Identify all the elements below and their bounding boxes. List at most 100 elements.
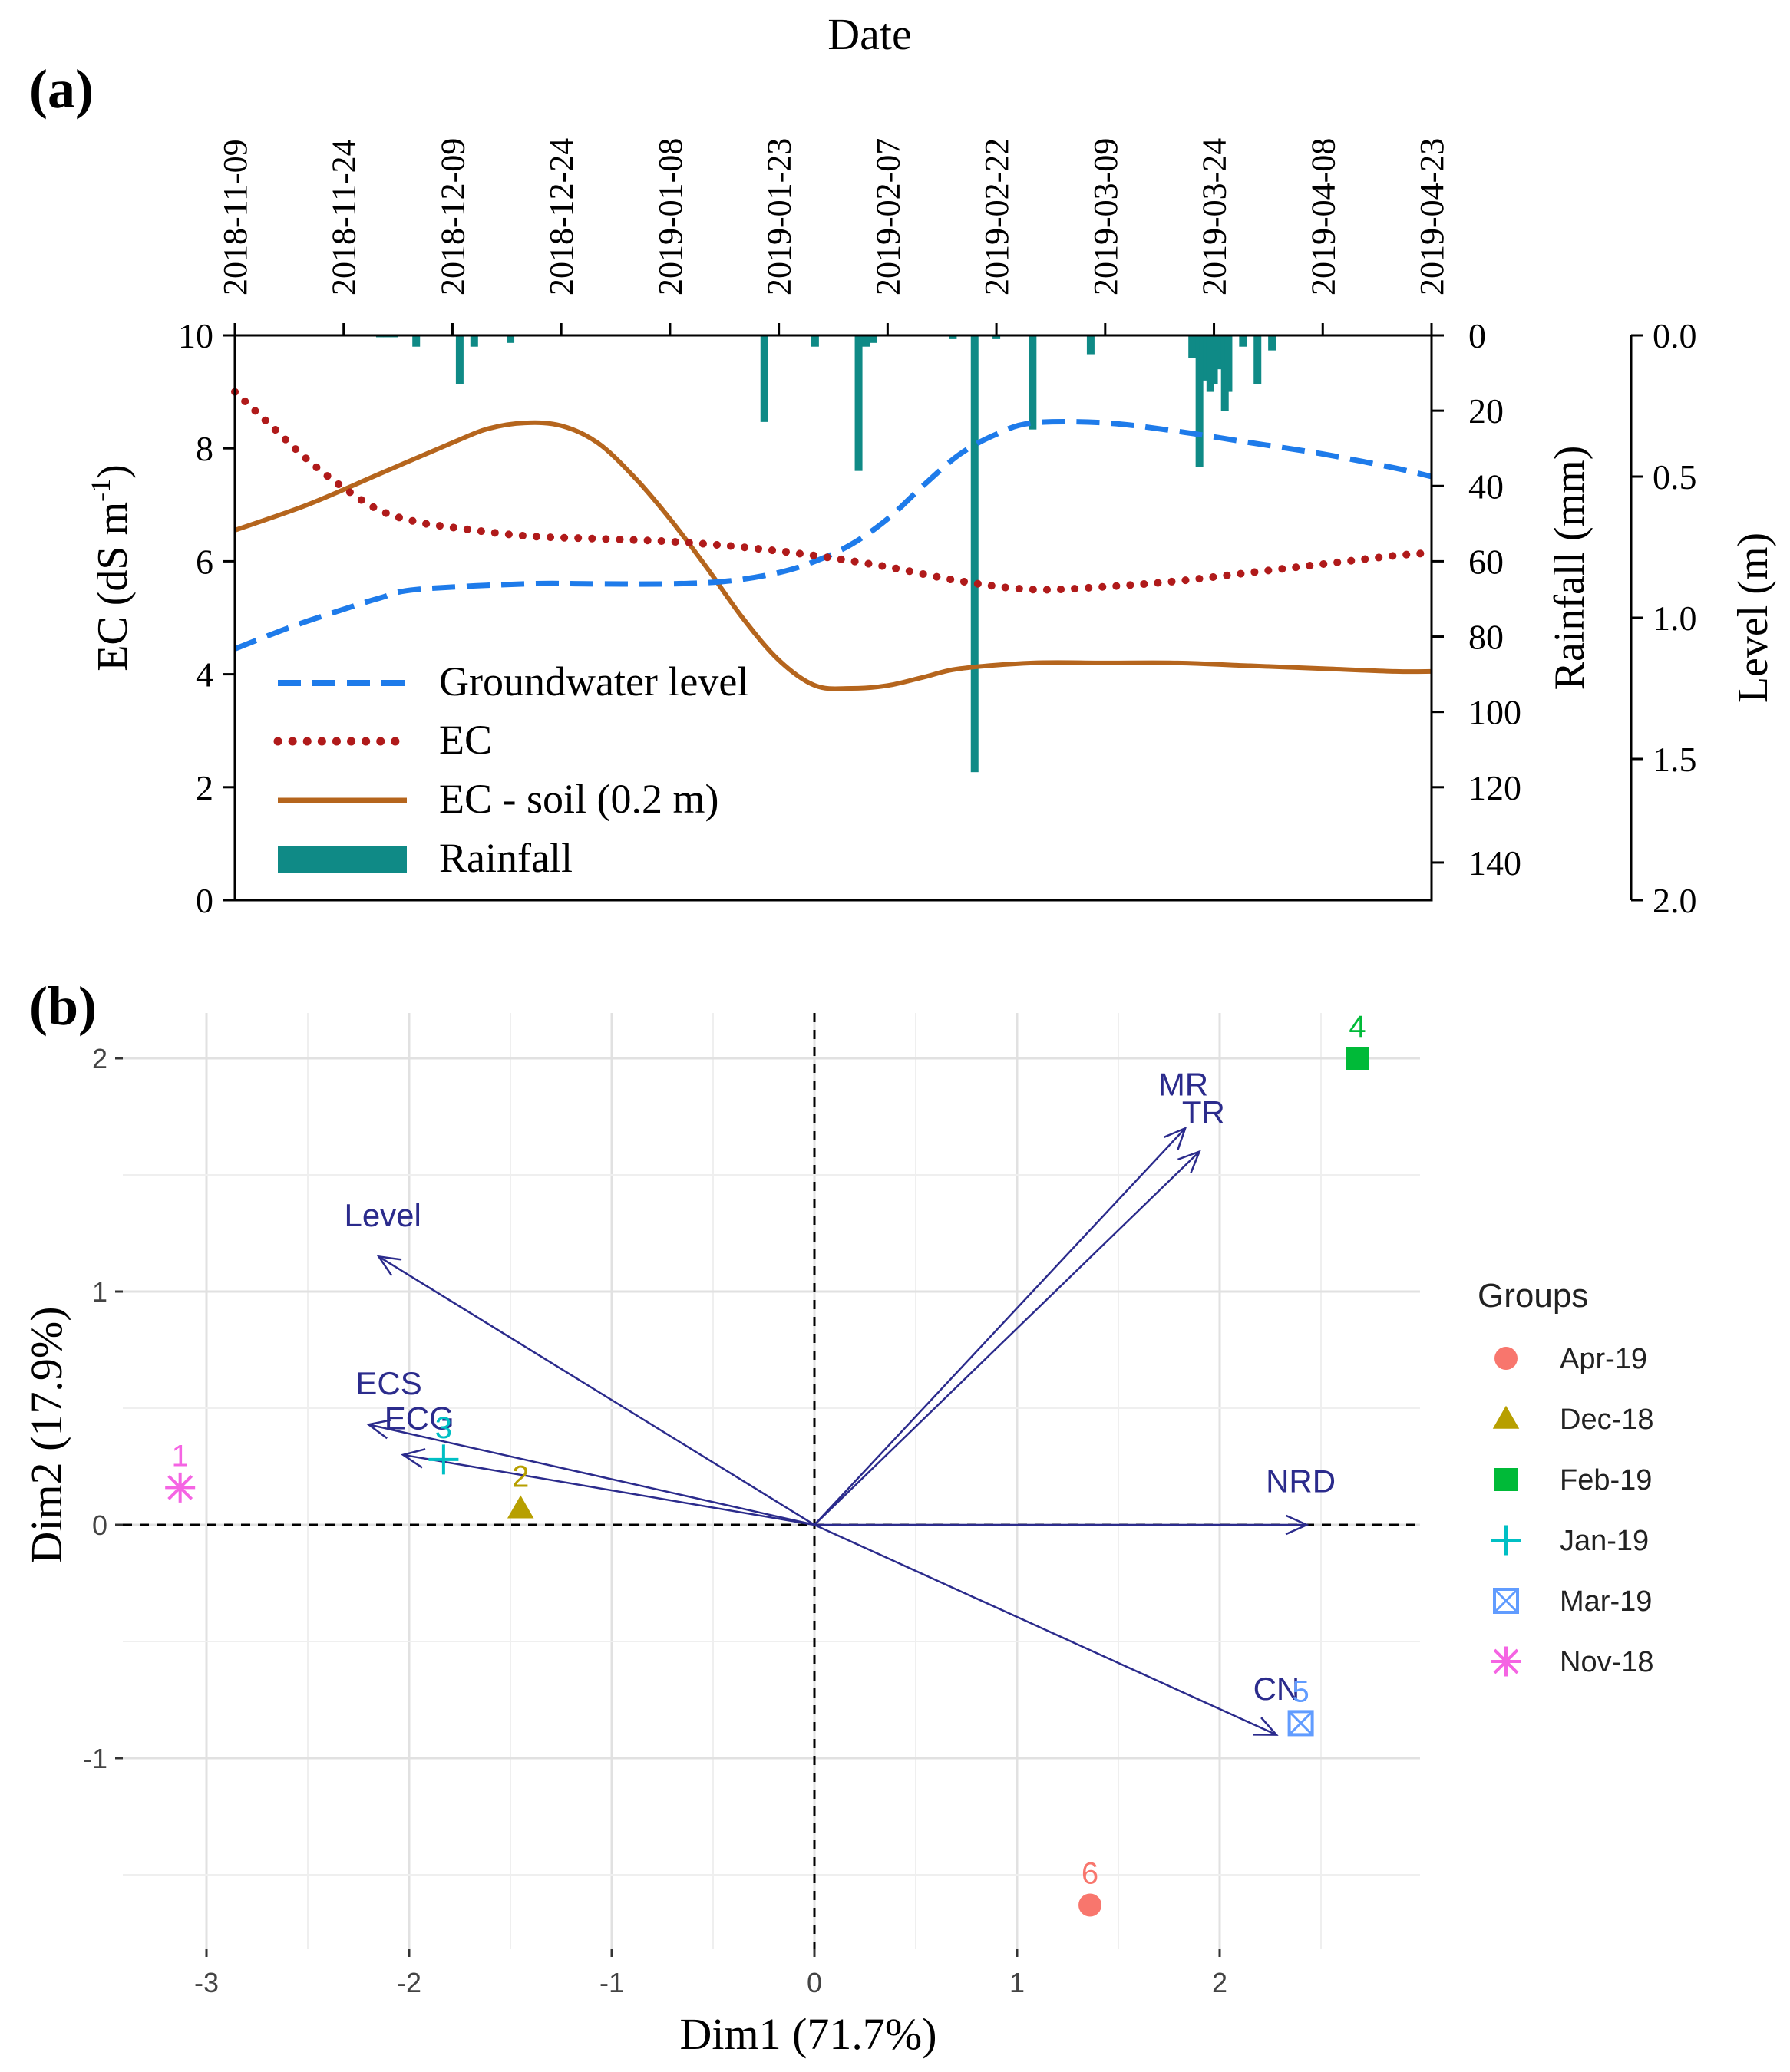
point-marker (1493, 1588, 1519, 1614)
ec-tick-label: 4 (196, 655, 213, 695)
point-label: 5 (1292, 1674, 1309, 1708)
vector-label-nrd: NRD (1266, 1463, 1336, 1499)
legend-title: Groups (1478, 1277, 1588, 1315)
vector-arrowhead (1163, 1126, 1187, 1150)
date-tick-label: 2019-03-24 (1196, 138, 1234, 295)
rainfall-bar (1239, 335, 1247, 347)
pca-ticks: -3 -2 -1 0 1 2 -1 0 1 2 (83, 1043, 1227, 1998)
vector-arrowhead (401, 1448, 426, 1469)
vector-arrowhead (1253, 1717, 1279, 1736)
point-label: 3 (435, 1411, 452, 1445)
pca-grid (123, 1013, 1420, 1949)
point-label: 2 (512, 1460, 529, 1494)
groups-legend: Groups Apr-19 Dec-18 Feb-19 Jan-19 Mar-19 Nov… (1478, 1277, 1654, 1678)
point-4: 4 (1346, 1010, 1369, 1070)
date-axis: 2018-11-09 2018-11-24 2018-12-09 2018-12-24… (216, 138, 1451, 335)
point-marker (165, 1472, 196, 1503)
date-tick-label: 2019-01-23 (761, 138, 798, 295)
rainfall-bar (1210, 335, 1218, 384)
rainfall-bar (1224, 335, 1233, 392)
point-marker (1492, 1405, 1520, 1429)
ec-tick-label: 0 (196, 881, 213, 920)
rainfall-tick-label: 100 (1468, 693, 1521, 732)
date-tick-label: 2018-12-24 (543, 138, 580, 295)
legend-item-feb-19: Feb-19 (1494, 1464, 1652, 1496)
point-marker (1494, 1468, 1518, 1491)
rainfall-bar (1268, 335, 1276, 351)
point-marker (1287, 1710, 1314, 1737)
rainfall-tick-label: 40 (1468, 467, 1504, 506)
point-marker (1491, 1646, 1521, 1677)
rainfall-bar (455, 335, 464, 384)
vector-label-tr: TR (1182, 1094, 1225, 1130)
vector-label-cn: CN (1253, 1671, 1300, 1707)
y-tick-label: 0 (92, 1509, 107, 1541)
individual-points: 1 2 3 4 5 6 (165, 1010, 1369, 1917)
ec-tick-label: 2 (196, 768, 213, 807)
rainfall-axis: 0 20 40 60 80 100 120 140 (1430, 316, 1521, 900)
panel-a-title: Date (827, 9, 912, 59)
y-tick-label: 2 (92, 1043, 107, 1074)
point-6: 6 (1078, 1857, 1102, 1917)
date-tick-label: 2019-03-09 (1087, 138, 1125, 295)
panel-a-label: (a) (29, 58, 94, 120)
legend-item-jan-19: Jan-19 (1491, 1525, 1649, 1557)
vector-ecs (368, 1424, 815, 1526)
legend-label-rainfall: Rainfall (439, 835, 573, 881)
point-label: 6 (1082, 1857, 1098, 1891)
rainfall-bar (854, 335, 863, 471)
date-tick-label: 2019-04-23 (1413, 138, 1451, 295)
vector-cn (814, 1523, 1277, 1736)
point-1: 1 (165, 1439, 196, 1503)
rainfall-bar (1029, 335, 1037, 430)
y-tick-label: 1 (92, 1276, 107, 1308)
point-marker (1491, 1525, 1521, 1556)
level-axis: 0.0 0.5 1.0 1.5 2.0 (1630, 316, 1697, 920)
y-tick-label: -1 (83, 1743, 107, 1774)
date-tick-label: 2018-11-24 (325, 139, 363, 295)
legend-item-label: Nov-18 (1560, 1646, 1654, 1678)
legend-label-ec: EC (439, 717, 492, 763)
rainfall-bar (992, 335, 1001, 339)
ec-line (231, 388, 1435, 594)
level-axis-label: Level (m) (1729, 533, 1777, 703)
rainfall-bar (811, 335, 819, 347)
legend-item-apr-19: Apr-19 (1494, 1343, 1647, 1375)
panel-a-frame (233, 334, 1433, 902)
rainfall-bar (507, 335, 515, 343)
vector-mr (814, 1127, 1187, 1526)
date-tick-label: 2019-01-08 (652, 138, 689, 295)
date-tick-label: 2018-12-09 (434, 138, 471, 295)
level-tick-label: 1.0 (1653, 599, 1697, 638)
ec-soil-line (234, 420, 1432, 691)
rainfall-tick-label: 140 (1468, 843, 1521, 883)
x-tick-label: -1 (599, 1967, 624, 1998)
vector-ecg (402, 1453, 815, 1526)
vector-level (378, 1255, 815, 1526)
legend-swatch-rainfall (278, 846, 407, 873)
point-marker-inner (1493, 1588, 1519, 1614)
rainfall-tick-label: 20 (1468, 391, 1504, 431)
rainfall-axis-label: Rainfall (mm) (1546, 446, 1593, 691)
x-tick-label: 2 (1212, 1967, 1227, 1998)
ec-tick-label: 8 (196, 429, 213, 468)
rainfall-bar (862, 335, 870, 347)
pca-y-label: Dim2 (17.9%) (21, 1306, 71, 1563)
x-tick-label: -2 (397, 1967, 421, 1998)
ec-axis: 0 2 4 6 8 10 (178, 316, 235, 920)
point-2: 2 (507, 1460, 534, 1519)
point-marker (1078, 1893, 1102, 1917)
point-3: 3 (428, 1411, 459, 1475)
rainfall-bar (1086, 335, 1095, 355)
legend-item-label: Feb-19 (1560, 1464, 1652, 1496)
vector-tr (814, 1150, 1200, 1526)
date-tick-label: 2019-02-07 (869, 138, 907, 295)
panel-a: (a) Date 2018-11-09 2018-11-24 2018-12-09 2… (29, 9, 1777, 920)
rainfall-tick-label: 80 (1468, 618, 1504, 657)
rainfall-tick-label: 60 (1468, 542, 1504, 581)
x-tick-label: 1 (1009, 1967, 1025, 1998)
date-tick-label: 2018-11-09 (216, 139, 254, 295)
